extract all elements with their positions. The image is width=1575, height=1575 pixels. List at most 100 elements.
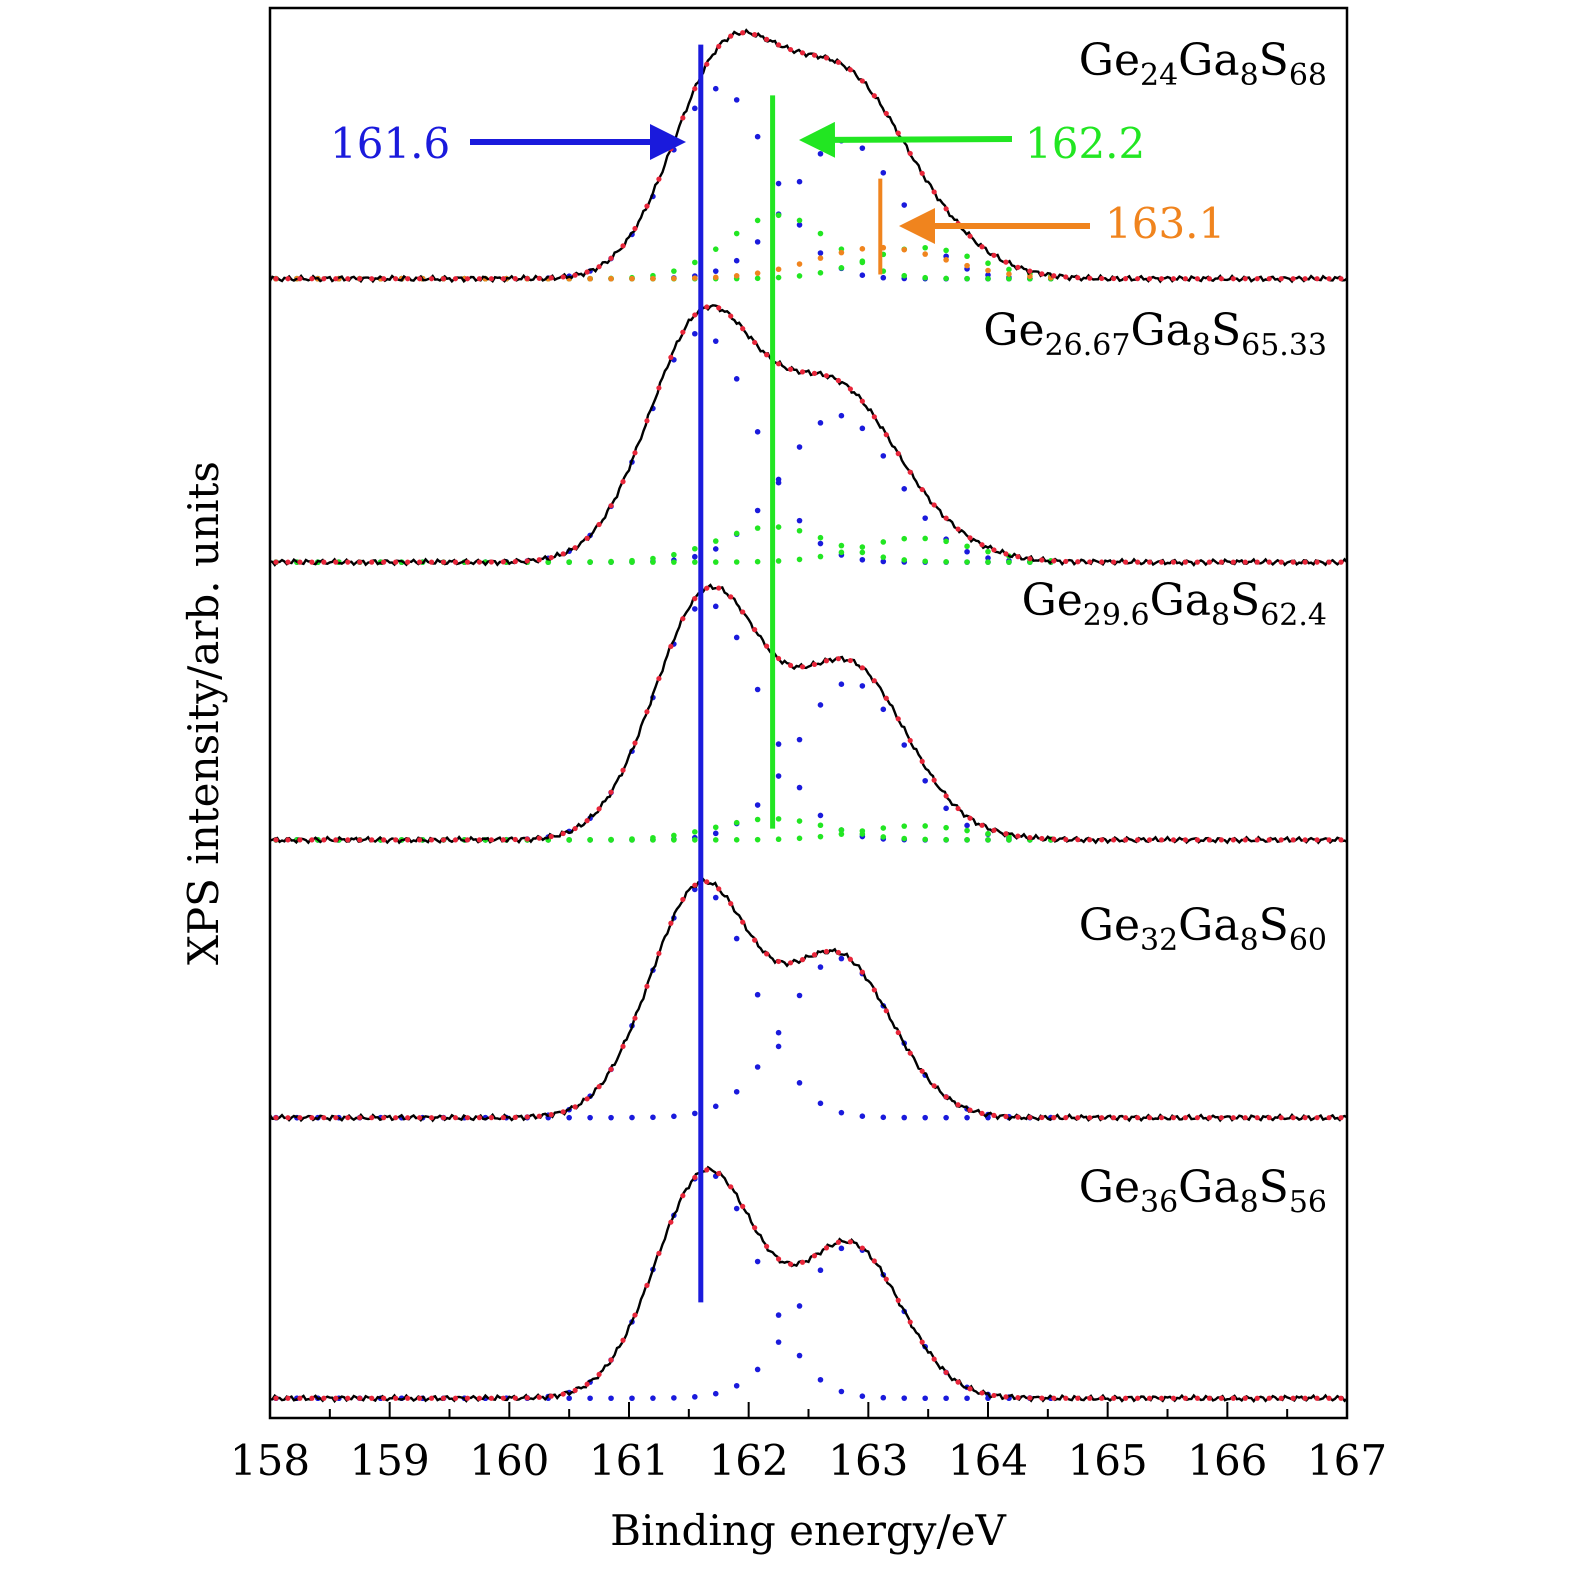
measured-point xyxy=(1230,1395,1236,1401)
element-symbol: Ge xyxy=(1079,900,1140,951)
measured-point xyxy=(955,1379,961,1385)
measured-point xyxy=(1266,559,1272,565)
measured-point xyxy=(1302,837,1308,843)
component-point xyxy=(650,275,656,282)
component-point xyxy=(775,524,782,530)
component-point xyxy=(796,444,803,450)
measured-point xyxy=(680,1193,686,1199)
measured-point xyxy=(596,264,602,270)
measured-point xyxy=(500,559,506,565)
measured-point xyxy=(979,542,985,548)
measured-point xyxy=(1051,558,1057,564)
measured-point xyxy=(416,837,423,843)
measured-point xyxy=(716,1170,722,1177)
measured-point xyxy=(979,244,985,250)
measured-point xyxy=(811,1253,818,1259)
measured-point xyxy=(728,594,734,600)
measured-point xyxy=(907,737,913,744)
measured-point xyxy=(512,558,518,565)
measured-point xyxy=(1194,1115,1201,1121)
component-point xyxy=(754,239,761,245)
subscript: 56 xyxy=(1289,1185,1327,1220)
component-point xyxy=(985,260,991,267)
element-symbol: S xyxy=(1259,1162,1289,1213)
measured-point xyxy=(572,545,578,551)
measured-point xyxy=(452,559,459,565)
measured-point xyxy=(536,1113,542,1119)
measured-point xyxy=(488,1115,494,1121)
subscript: 8 xyxy=(1211,598,1230,633)
component-point xyxy=(985,548,991,555)
measured-point xyxy=(536,1394,542,1400)
component-point xyxy=(817,250,824,256)
measured-point xyxy=(1063,558,1069,565)
measured-point xyxy=(1170,837,1177,843)
measured-point xyxy=(1290,837,1296,843)
measured-point xyxy=(476,559,483,565)
measured-point xyxy=(321,837,327,843)
component-point xyxy=(922,231,928,238)
measured-point xyxy=(572,272,578,278)
component-point xyxy=(754,507,761,514)
measured-point xyxy=(1075,559,1081,565)
measured-point xyxy=(644,709,650,715)
component-green-3 xyxy=(273,244,1054,282)
subscript: 36 xyxy=(1140,1185,1178,1220)
component-point xyxy=(629,275,635,282)
component-point xyxy=(733,559,740,565)
measured-point xyxy=(1075,837,1081,843)
measured-point xyxy=(500,1395,506,1401)
measured-point xyxy=(560,551,566,557)
measured-point xyxy=(1206,837,1212,843)
measured-point xyxy=(1134,1395,1141,1401)
component-point xyxy=(880,706,887,713)
x-tick-label: 159 xyxy=(350,1436,430,1485)
element-symbol: Ga xyxy=(1178,1162,1239,1213)
measured-point xyxy=(369,559,375,565)
component-point xyxy=(901,742,908,748)
component-point xyxy=(880,539,887,545)
measured-point xyxy=(596,521,602,528)
measured-point xyxy=(333,559,339,565)
measured-point xyxy=(1302,1115,1308,1121)
annotation-161-6: 161.6 xyxy=(330,119,450,168)
measured-point xyxy=(321,1115,327,1121)
measured-point xyxy=(620,479,626,485)
x-axis-label: Binding energy/eV xyxy=(610,1506,1006,1555)
measured-point xyxy=(1003,259,1009,265)
component-point xyxy=(796,1352,803,1359)
component-point xyxy=(775,836,782,843)
measured-point xyxy=(572,825,578,832)
measured-point xyxy=(1027,1114,1033,1121)
measured-point xyxy=(787,1261,794,1267)
component-point xyxy=(692,553,698,560)
measured-point xyxy=(871,1258,877,1264)
measured-point xyxy=(991,1112,997,1118)
measured-point xyxy=(464,837,471,843)
component-point xyxy=(922,836,928,843)
measured-point xyxy=(1051,273,1057,279)
measured-point xyxy=(512,836,518,843)
measured-point xyxy=(309,559,315,565)
measured-point xyxy=(871,987,877,993)
measured-point xyxy=(931,502,937,508)
measured-point xyxy=(393,559,399,565)
measured-point xyxy=(620,1337,626,1343)
component-point xyxy=(754,525,761,531)
component-blue-0 xyxy=(273,603,1054,843)
component-point xyxy=(712,538,719,544)
measured-point xyxy=(345,559,351,565)
measured-point xyxy=(1230,1115,1236,1121)
x-tick-label: 160 xyxy=(469,1436,549,1485)
measured-point xyxy=(752,339,758,346)
measured-point xyxy=(500,837,506,843)
component-point xyxy=(754,1064,761,1070)
measured-point xyxy=(1302,1395,1308,1401)
measured-point xyxy=(393,1115,399,1121)
measured-point xyxy=(1158,1115,1165,1121)
annotation-163-1: 163.1 xyxy=(1105,199,1225,248)
measured-point xyxy=(524,275,530,282)
measured-point xyxy=(1075,275,1081,281)
spectrum-3 xyxy=(268,877,1348,1123)
measured-point xyxy=(752,1225,758,1231)
